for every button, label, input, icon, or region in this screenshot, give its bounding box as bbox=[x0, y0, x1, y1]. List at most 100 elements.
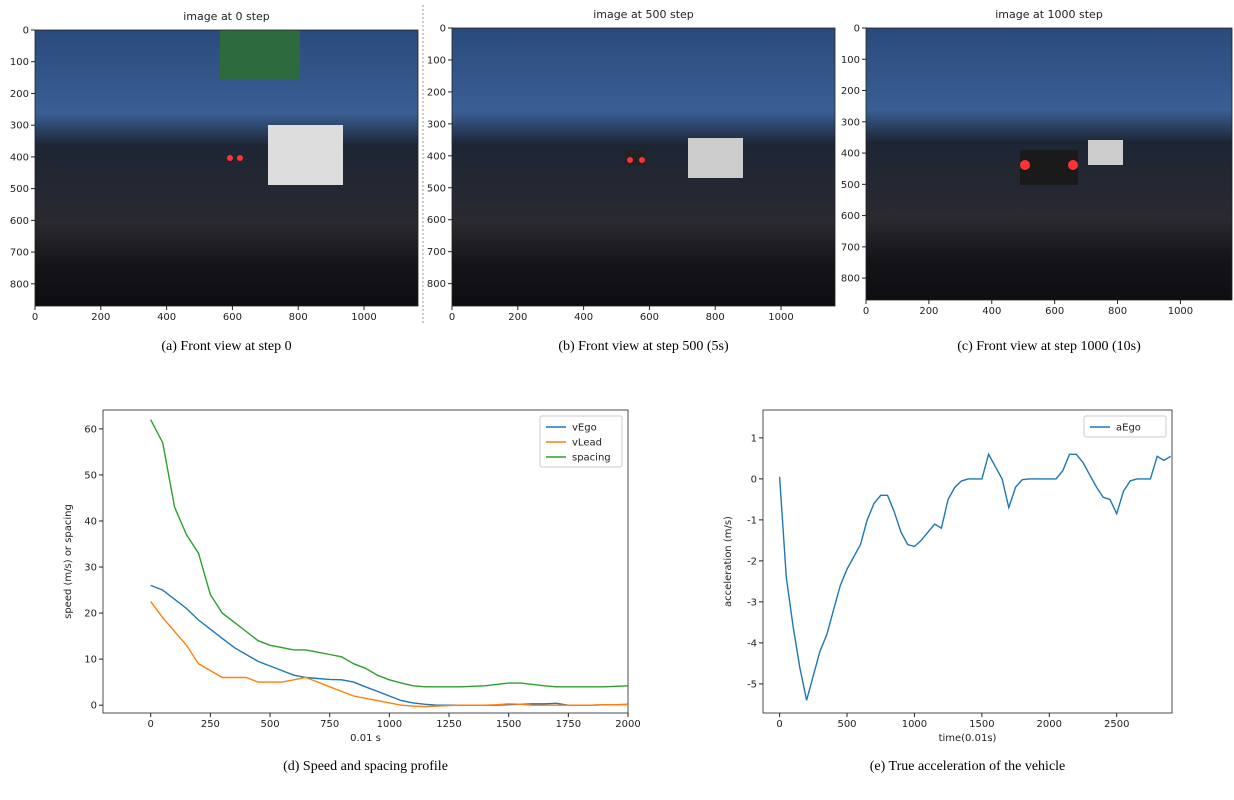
y-tick-label: 500 bbox=[427, 183, 446, 194]
caption: (e) True acceleration of the vehicle bbox=[870, 759, 1066, 774]
y-tick-label: 500 bbox=[841, 180, 860, 191]
x-tick-label: 600 bbox=[1045, 306, 1064, 317]
y-tick-label: 400 bbox=[427, 151, 446, 162]
x-tick-label: 1000 bbox=[768, 312, 793, 323]
x-tick-label: 0 bbox=[148, 719, 154, 730]
caption: (c) Front view at step 1000 (10s) bbox=[957, 339, 1141, 354]
y-tick-label: 0 bbox=[23, 26, 29, 37]
y-tick-label: 20 bbox=[84, 609, 97, 620]
chart-title: image at 1000 step bbox=[995, 8, 1103, 21]
x-tick-label: 1000 bbox=[377, 719, 402, 730]
legend-label: aEgo bbox=[1116, 423, 1141, 434]
line-series bbox=[150, 601, 628, 708]
caption: (b) Front view at step 500 (5s) bbox=[558, 339, 729, 354]
x-tick-label: 800 bbox=[289, 312, 308, 323]
y-tick-label: -3 bbox=[747, 597, 757, 608]
y-tick-label: 500 bbox=[10, 184, 29, 195]
chart-title: image at 500 step bbox=[593, 8, 694, 21]
x-tick-label: 0 bbox=[32, 312, 38, 323]
y-tick-label: 300 bbox=[427, 119, 446, 130]
line-series bbox=[150, 584, 629, 706]
legend-box bbox=[539, 415, 623, 468]
y-axis-label: acceleration (m/s) bbox=[723, 516, 734, 607]
x-tick-label: 200 bbox=[91, 312, 110, 323]
legend-label: vLead bbox=[572, 438, 602, 449]
x-axis-label: time(0.01s) bbox=[939, 733, 997, 744]
y-tick-label: 600 bbox=[841, 211, 860, 222]
x-tick-label: 0 bbox=[776, 719, 782, 730]
x-tick-label: 1250 bbox=[436, 719, 461, 730]
caption: (d) Speed and spacing profile bbox=[283, 759, 448, 774]
x-tick-label: 1500 bbox=[496, 719, 521, 730]
x-tick-label: 2000 bbox=[615, 719, 640, 730]
y-tick-label: 200 bbox=[427, 87, 446, 98]
photo-b bbox=[452, 28, 835, 306]
y-tick-label: 0 bbox=[91, 701, 97, 712]
x-tick-label: 2000 bbox=[1037, 719, 1062, 730]
x-tick-label: 600 bbox=[223, 312, 242, 323]
x-tick-label: 250 bbox=[201, 719, 220, 730]
plot-frame bbox=[102, 409, 629, 714]
x-tick-label: 600 bbox=[640, 312, 659, 323]
y-tick-label: 800 bbox=[10, 279, 29, 290]
y-tick-label: 700 bbox=[841, 242, 860, 253]
y-tick-label: 400 bbox=[841, 149, 860, 160]
y-tick-label: 700 bbox=[427, 247, 446, 258]
y-tick-label: 800 bbox=[841, 274, 860, 285]
y-tick-label: 10 bbox=[84, 655, 97, 666]
y-tick-label: -2 bbox=[747, 556, 757, 567]
y-tick-label: 1 bbox=[751, 433, 757, 444]
x-tick-label: 500 bbox=[837, 719, 856, 730]
x-tick-label: 1500 bbox=[969, 719, 994, 730]
x-tick-label: 800 bbox=[706, 312, 725, 323]
y-tick-label: 300 bbox=[841, 117, 860, 128]
plot-frame bbox=[762, 409, 1173, 714]
y-tick-label: -4 bbox=[747, 638, 757, 649]
line-series bbox=[150, 419, 629, 688]
y-tick-label: 700 bbox=[10, 248, 29, 259]
y-tick-label: 600 bbox=[10, 216, 29, 227]
y-tick-label: 30 bbox=[84, 563, 97, 574]
x-tick-label: 400 bbox=[982, 306, 1001, 317]
plot-frame bbox=[451, 27, 836, 307]
x-tick-label: 1000 bbox=[1168, 306, 1193, 317]
x-tick-label: 2500 bbox=[1104, 719, 1129, 730]
x-tick-label: 800 bbox=[1108, 306, 1127, 317]
y-axis-label: speed (m/s) or spacing bbox=[63, 504, 74, 619]
line-series bbox=[778, 452, 1172, 701]
legend-box bbox=[1083, 415, 1167, 438]
x-tick-label: 400 bbox=[574, 312, 593, 323]
y-tick-label: 100 bbox=[10, 57, 29, 68]
y-tick-label: -1 bbox=[747, 515, 757, 526]
x-tick-label: 200 bbox=[919, 306, 938, 317]
y-tick-label: -5 bbox=[747, 679, 757, 690]
x-tick-label: 0 bbox=[449, 312, 455, 323]
y-tick-label: 40 bbox=[84, 516, 97, 527]
x-axis-label: 0.01 s bbox=[350, 733, 381, 744]
x-tick-label: 0 bbox=[863, 306, 869, 317]
photo-a bbox=[35, 30, 418, 306]
x-tick-label: 1000 bbox=[351, 312, 376, 323]
y-tick-label: 0 bbox=[440, 24, 446, 35]
y-tick-label: 200 bbox=[841, 86, 860, 97]
x-tick-label: 400 bbox=[157, 312, 176, 323]
legend-label: spacing bbox=[572, 453, 611, 464]
y-tick-label: 0 bbox=[751, 474, 757, 485]
y-tick-label: 400 bbox=[10, 152, 29, 163]
plot-frame bbox=[865, 27, 1233, 301]
chart-title: image at 0 step bbox=[183, 10, 270, 23]
x-tick-label: 1750 bbox=[556, 719, 581, 730]
y-tick-label: 100 bbox=[427, 55, 446, 66]
plot-frame bbox=[34, 29, 419, 307]
x-tick-label: 200 bbox=[508, 312, 527, 323]
y-tick-label: 800 bbox=[427, 279, 446, 290]
legend-label: vEgo bbox=[572, 423, 597, 434]
x-tick-label: 750 bbox=[320, 719, 339, 730]
x-tick-label: 1000 bbox=[902, 719, 927, 730]
y-tick-label: 300 bbox=[10, 121, 29, 132]
caption: (a) Front view at step 0 bbox=[161, 339, 291, 354]
y-tick-label: 100 bbox=[841, 55, 860, 66]
y-tick-label: 50 bbox=[84, 470, 97, 481]
y-tick-label: 60 bbox=[84, 424, 97, 435]
